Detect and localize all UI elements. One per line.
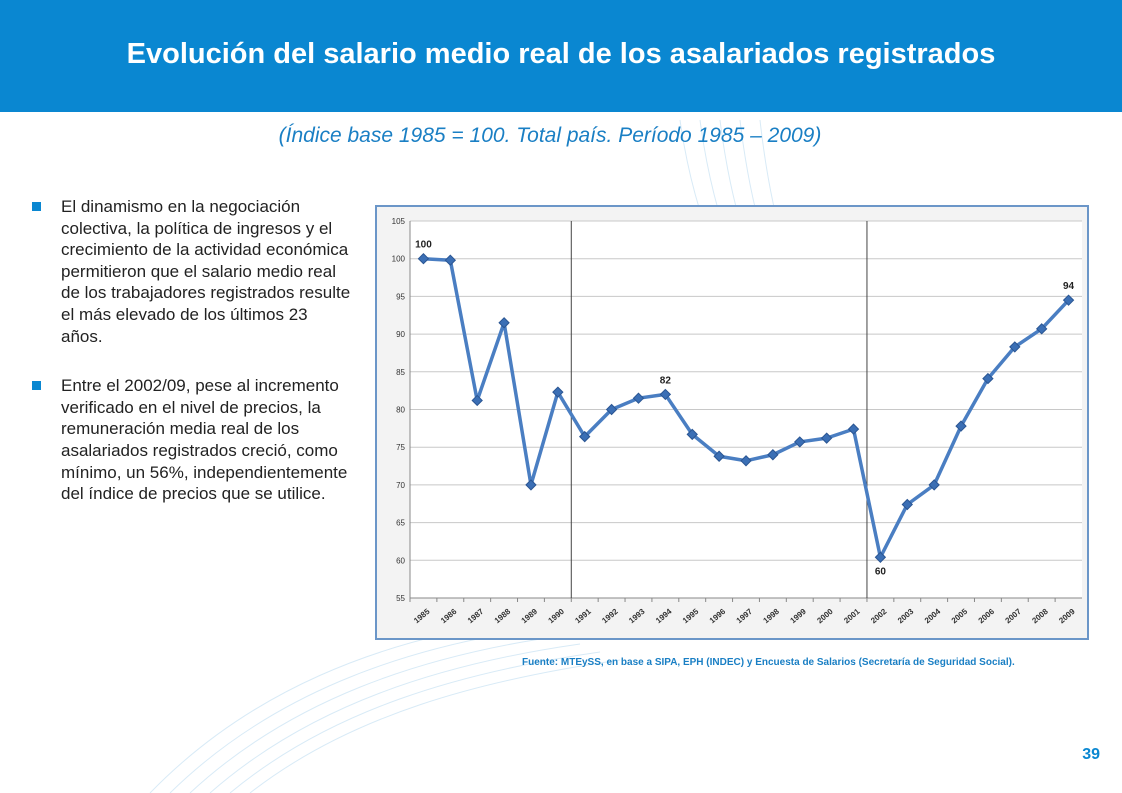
data-point-2001 (847, 423, 860, 435)
data-point-2006 (982, 372, 994, 385)
data-point-2009 (1062, 294, 1075, 306)
y-tick-label-75: 75 (396, 443, 405, 452)
bullet-item-2: Entre el 2002/09, pese al incremento ver… (32, 375, 352, 505)
data-point-1992 (605, 403, 618, 416)
data-point-1990 (552, 386, 564, 398)
x-tick-label-2006: 2006 (977, 607, 997, 626)
data-label-2002: 60 (875, 566, 887, 577)
x-tick-label-1990: 1990 (547, 607, 567, 626)
x-tick-label-2004: 2004 (923, 607, 943, 626)
y-tick-label-70: 70 (396, 481, 405, 490)
x-tick-label-2005: 2005 (950, 607, 970, 626)
x-tick-label-1985: 1985 (412, 607, 432, 626)
chart-frame: 55 60 65 70 75 80 85 90 95 100 105 1985 1986 1987 1988… (375, 205, 1089, 640)
salary-index-line-chart: 55 60 65 70 75 80 85 90 95 100 105 1985 1986 1987 1988… (392, 217, 1082, 626)
data-point-1999 (794, 436, 806, 448)
y-tick-label-100: 100 (392, 255, 406, 264)
data-point-1989 (525, 479, 537, 491)
data-point-2005 (955, 420, 967, 432)
data-point-1988 (498, 317, 510, 329)
data-point-2003 (901, 498, 913, 511)
data-point-1985 (417, 252, 430, 265)
y-tick-label-65: 65 (396, 519, 405, 528)
data-point-2002 (874, 551, 887, 563)
bullet-text-1: El dinamismo en la negociación colectiva… (61, 197, 351, 346)
data-point-1996 (713, 450, 725, 462)
x-tick-label-1994: 1994 (654, 607, 674, 626)
y-tick-label-85: 85 (396, 368, 405, 377)
x-tick-label-1987: 1987 (466, 607, 486, 626)
x-tick-label-1997: 1997 (735, 607, 755, 626)
data-point-1994 (659, 388, 672, 401)
bullet-text-2: Entre el 2002/09, pese al incremento ver… (61, 376, 348, 504)
data-point-1998 (767, 449, 779, 461)
data-point-2000 (820, 432, 833, 444)
x-tick-label-1992: 1992 (600, 607, 620, 626)
slide-title: Evolución del salario medio real de los … (126, 38, 996, 70)
x-tick-label-1999: 1999 (788, 607, 808, 626)
data-point-1993 (632, 392, 645, 404)
data-label-1985: 100 (415, 240, 432, 251)
y-tick-label-55: 55 (396, 594, 405, 603)
bullet-item-1: El dinamismo en la negociación colectiva… (32, 196, 352, 347)
bullet-list: El dinamismo en la negociación colectiva… (32, 196, 352, 533)
x-tick-label-1989: 1989 (520, 607, 540, 626)
x-tick-label-1998: 1998 (762, 607, 782, 626)
square-bullet-icon (32, 202, 41, 211)
data-point-1991 (579, 430, 591, 443)
x-tick-label-2003: 2003 (896, 607, 916, 626)
slide-subtitle: (Índice base 1985 = 100. Total país. Per… (278, 124, 822, 147)
x-tick-label-1996: 1996 (708, 607, 728, 626)
data-point-2004 (928, 479, 940, 491)
x-tick-label-2001: 2001 (842, 607, 862, 626)
x-tick-label-1986: 1986 (439, 607, 459, 626)
data-point-1997 (740, 455, 752, 467)
x-tick-label-1991: 1991 (573, 607, 593, 626)
y-tick-label-105: 105 (392, 217, 406, 226)
source-note: Fuente: MTEySS, en base a SIPA, EPH (IND… (522, 657, 1015, 668)
y-tick-label-80: 80 (396, 406, 405, 415)
x-tick-label-1988: 1988 (493, 607, 513, 626)
data-point-1995 (686, 428, 698, 441)
data-point-2008 (1035, 323, 1048, 335)
x-tick-label-2007: 2007 (1003, 607, 1023, 626)
data-point-1986 (444, 254, 457, 266)
square-bullet-icon (32, 381, 41, 391)
data-point-2007 (1009, 341, 1021, 353)
data-label-1994: 82 (660, 375, 672, 386)
x-tick-label-2002: 2002 (869, 607, 889, 626)
y-tick-label-90: 90 (396, 330, 405, 339)
x-tick-label-1993: 1993 (627, 607, 647, 626)
page-number: 39 (1082, 746, 1100, 763)
x-tick-label-1995: 1995 (681, 607, 701, 626)
x-tick-label-2009: 2009 (1057, 607, 1077, 626)
data-point-1987 (471, 394, 483, 407)
y-tick-label-60: 60 (396, 556, 405, 565)
x-tick-label-2008: 2008 (1030, 607, 1050, 626)
x-tick-label-2000: 2000 (815, 607, 835, 626)
header-bar (0, 0, 1122, 112)
y-tick-label-95: 95 (396, 292, 405, 301)
data-label-2009: 94 (1063, 281, 1075, 292)
